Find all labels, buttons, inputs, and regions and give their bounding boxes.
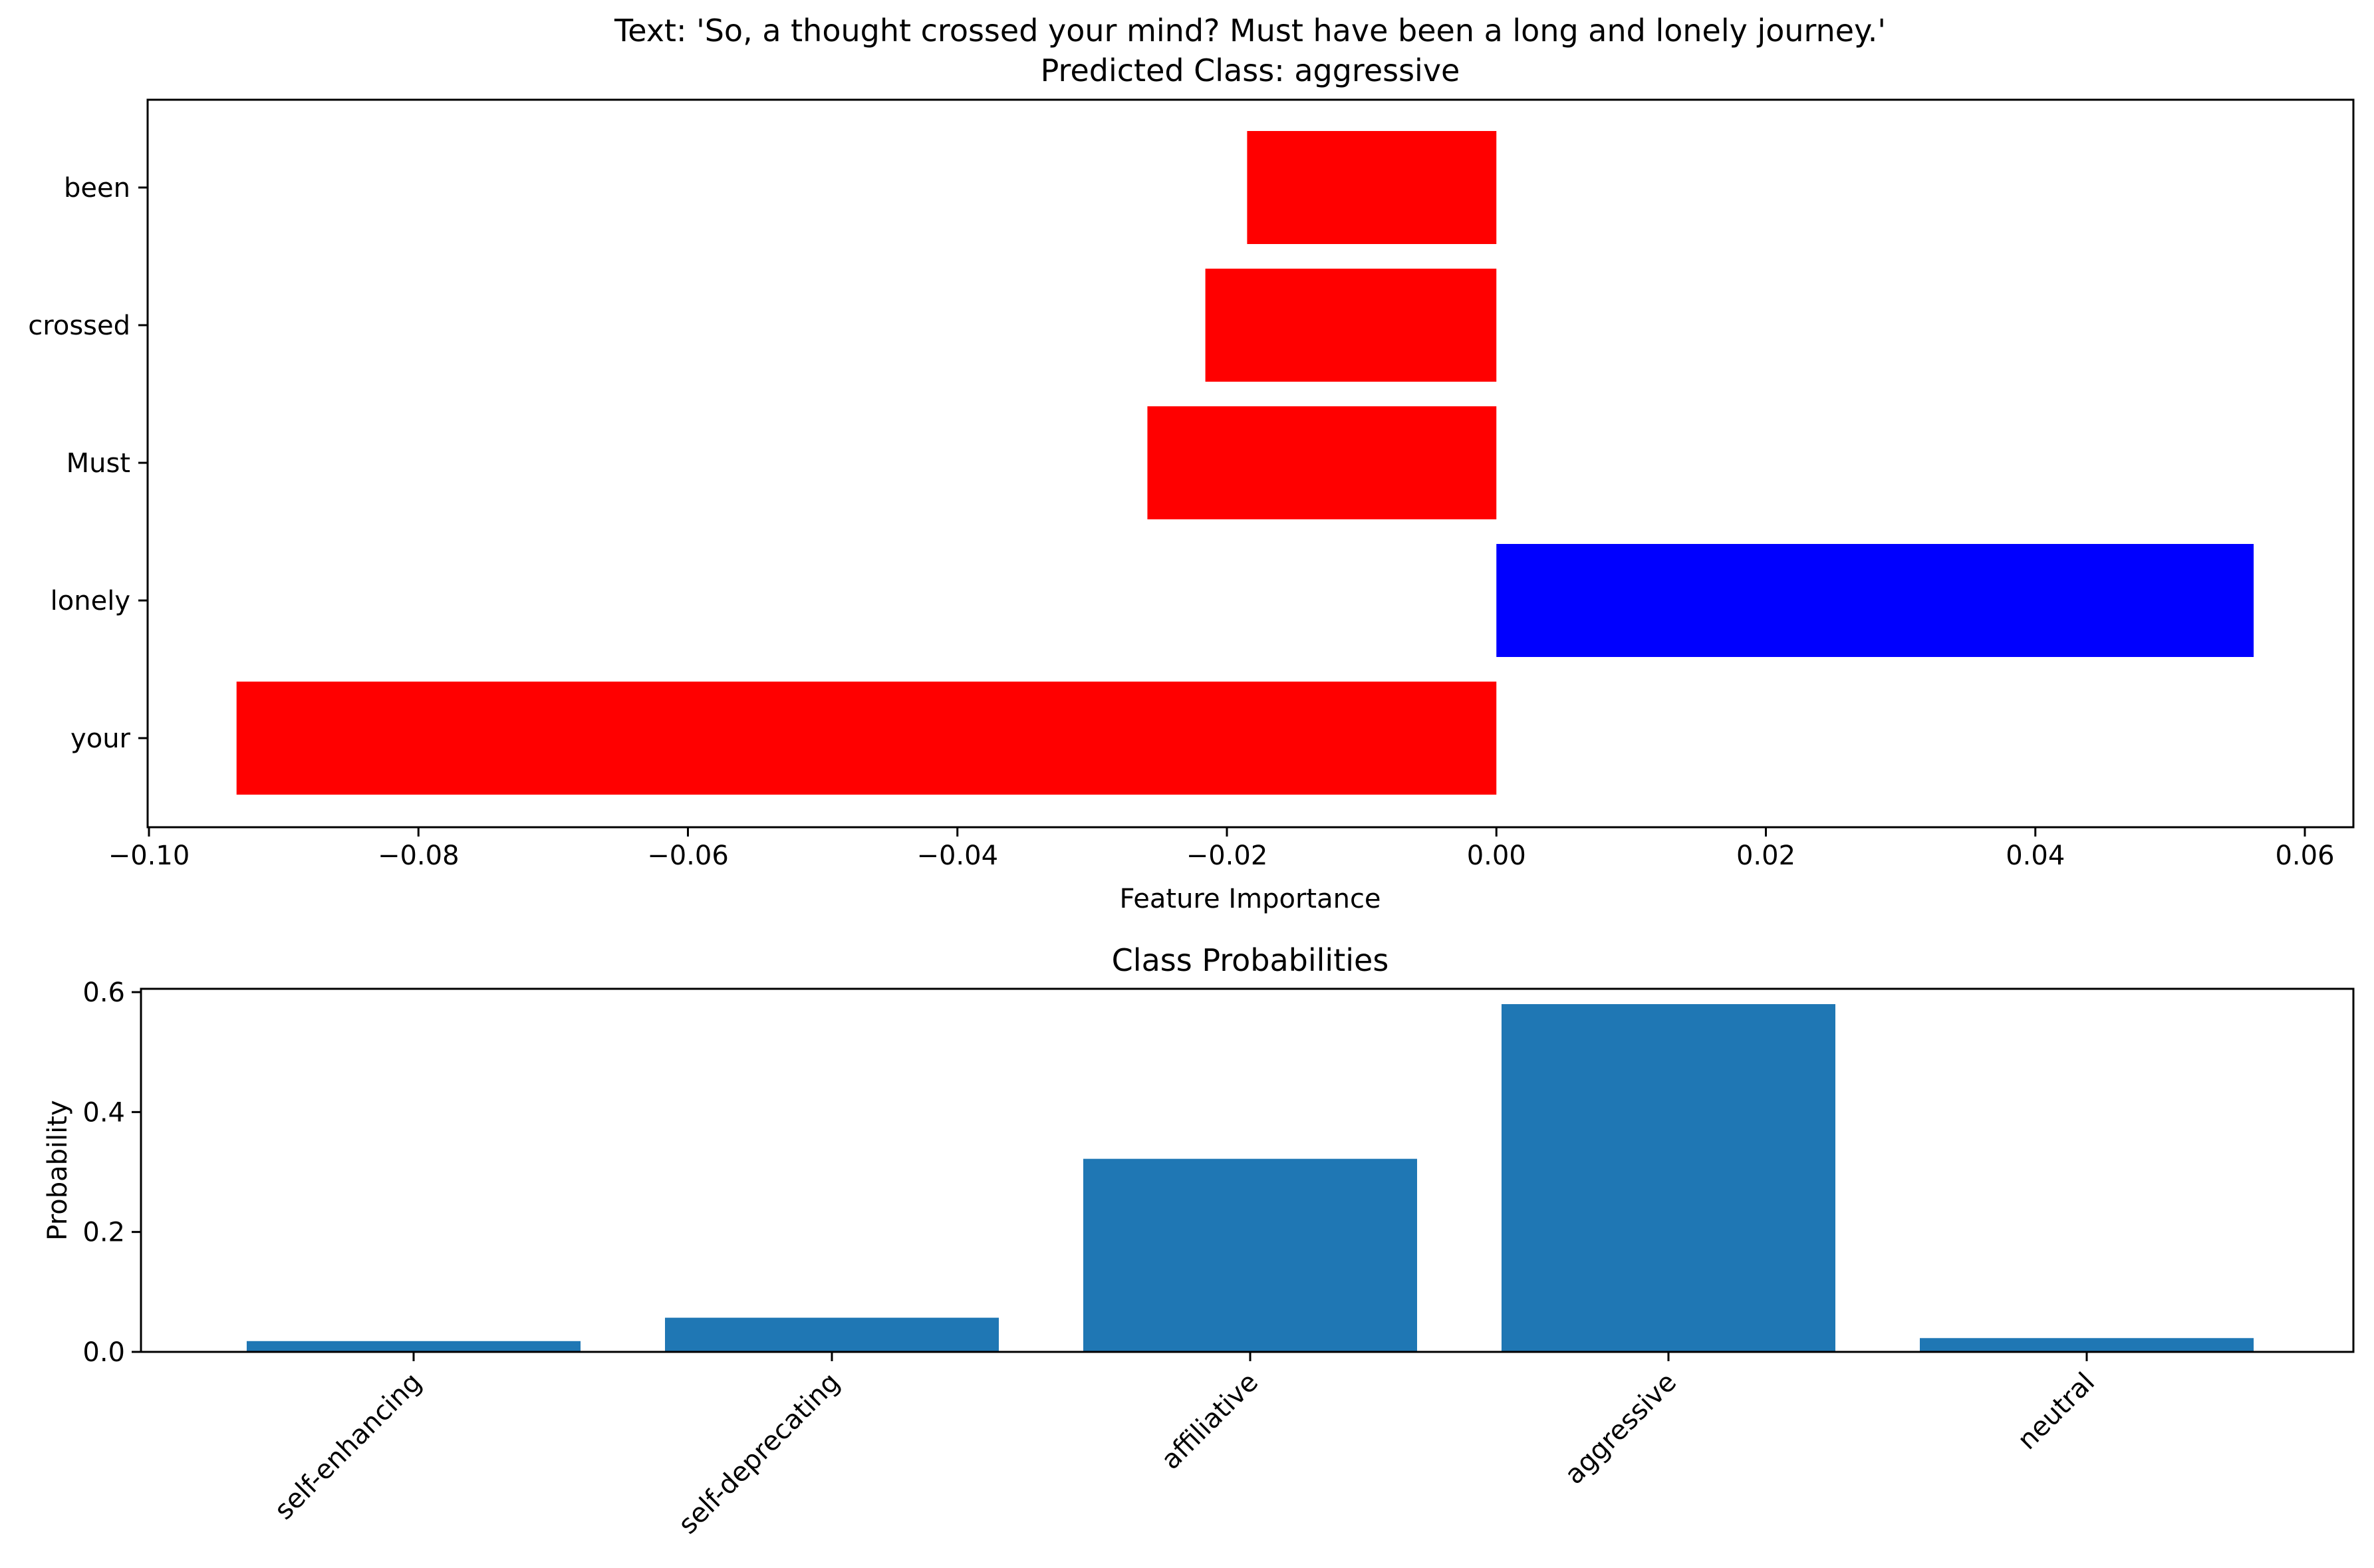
- x-axis-ticks: −0.10 −0.08 −0.06 −0.04 −0.02 0.00 0.02 0.04 0.0…: [108, 827, 2335, 871]
- bar-group: [236, 131, 2254, 795]
- chart-title: Class Probabilities: [1112, 942, 1389, 978]
- bar-been: [1247, 131, 1497, 244]
- x-tick-label: −0.02: [1186, 841, 1268, 871]
- x-tick-label: 0.06: [2275, 841, 2334, 871]
- y-tick-label: 0.4: [82, 1097, 125, 1128]
- bar-affiliative: [1083, 1158, 1417, 1352]
- y-tick-label: your: [70, 723, 130, 754]
- x-tick-label: −0.10: [108, 841, 190, 871]
- x-axis-label: Feature Importance: [1119, 884, 1381, 914]
- bar-self-enhancing: [247, 1341, 581, 1352]
- bar-must: [1147, 406, 1497, 519]
- y-tick-label: crossed: [28, 311, 130, 341]
- bar-your: [236, 682, 1497, 795]
- x-tick-label: 0.02: [1736, 841, 1795, 871]
- x-tick-label: 0.04: [2006, 841, 2065, 871]
- y-tick-label: Must: [66, 448, 130, 479]
- x-tick-label: −0.06: [647, 841, 729, 871]
- plot-frame: [140, 987, 2355, 1353]
- y-tick-label: been: [64, 173, 130, 203]
- y-tick-label: 0.6: [82, 978, 125, 1008]
- bar-aggressive: [1502, 1004, 1835, 1352]
- bar-self-deprecating: [665, 1317, 999, 1352]
- bar-neutral: [1920, 1338, 2254, 1352]
- x-tick-label: 0.00: [1467, 841, 1526, 871]
- feature-importance-chart: Text: 'So, a thought crossed your mind? …: [28, 13, 2355, 914]
- chart-subtitle: Predicted Class: aggressive: [1041, 53, 1460, 88]
- x-tick-label: −0.04: [916, 841, 998, 871]
- bar-lonely: [1496, 544, 2254, 657]
- y-tick-label: 0.0: [82, 1337, 125, 1368]
- bar-crossed: [1205, 269, 1497, 382]
- x-tick-label: −0.08: [378, 841, 460, 871]
- chart-title: Text: 'So, a thought crossed your mind? …: [614, 13, 1886, 49]
- y-axis-ticks: been crossed Must lonely your: [28, 173, 148, 754]
- y-axis-label: Probability: [43, 1100, 73, 1240]
- y-tick-label: lonely: [51, 586, 130, 616]
- y-tick-label: 0.2: [82, 1218, 125, 1248]
- plot-frame: [146, 98, 2355, 829]
- y-axis-ticks: 0.0 0.2 0.4 0.6: [82, 978, 141, 1368]
- bar-group: [247, 1004, 2254, 1352]
